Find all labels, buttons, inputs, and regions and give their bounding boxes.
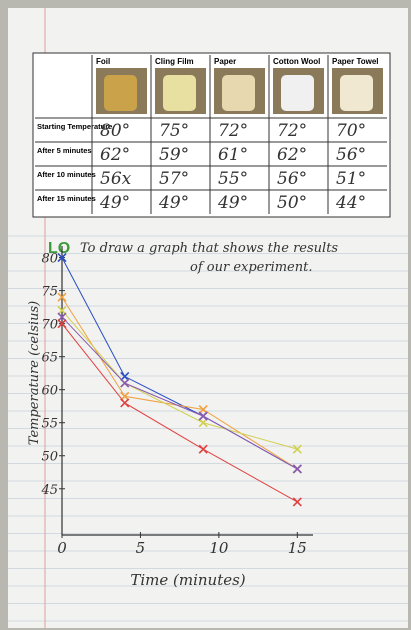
column-header: Paper Towel <box>332 57 379 66</box>
column-header: Cling Film <box>155 57 194 66</box>
y-axis-label: Temperature (celsius) <box>27 301 42 445</box>
x-tick-label: 10 <box>209 539 229 557</box>
table-cell: 49° <box>217 193 248 213</box>
y-tick-label: 80 <box>41 252 58 267</box>
table-cell: 72° <box>218 121 248 141</box>
y-tick-label: 75 <box>41 285 58 300</box>
photo-cup <box>281 75 314 111</box>
column-header: Foil <box>96 57 110 66</box>
photo-cup <box>222 75 255 111</box>
page: Foil Cling Film Paper Cotton Wool Paper Towe… <box>0 0 411 630</box>
table-cell: 59° <box>159 145 189 165</box>
row-label: After 10 minutes <box>37 170 96 179</box>
table-cell: 49° <box>99 193 130 213</box>
x-axis-label: Time (minutes) <box>130 571 245 589</box>
y-tick-label: 50 <box>41 450 58 465</box>
table-cell: 49° <box>158 193 189 213</box>
table-cell: 70° <box>336 121 366 141</box>
row-label: After 15 minutes <box>37 194 96 203</box>
table-cell: 50° <box>277 193 307 213</box>
table-cell: 62° <box>100 145 130 165</box>
x-tick-label: 5 <box>136 539 146 557</box>
photo-cup <box>104 75 137 111</box>
table-cell: 62° <box>277 145 307 165</box>
chart-title: To draw a graph that shows the results <box>80 241 338 256</box>
chart-title: of our experiment. <box>190 260 312 275</box>
x-tick-label: 0 <box>57 539 67 557</box>
y-tick-label: 60 <box>41 384 58 399</box>
y-tick-label: 65 <box>41 351 58 366</box>
table-cell: 72° <box>277 121 307 141</box>
table-cell: 56° <box>336 145 366 165</box>
table-cell: 57° <box>159 169 189 189</box>
column-header: Cotton Wool <box>273 57 320 66</box>
y-tick-label: 70 <box>41 318 58 333</box>
table-cell: 51° <box>336 169 366 189</box>
table-cell: 44° <box>335 193 366 213</box>
table-cell: 56° <box>277 169 307 189</box>
table-cell: 56x <box>100 169 132 189</box>
y-tick-label: 45 <box>40 483 58 498</box>
y-tick-label: 55 <box>41 417 58 432</box>
row-label: After 5 minutes <box>37 146 92 155</box>
table-cell: 80° <box>100 121 130 141</box>
x-tick-label: 15 <box>288 539 307 557</box>
table-cell: 61° <box>218 145 248 165</box>
table-cell: 55° <box>218 169 248 189</box>
column-header: Paper <box>214 57 236 66</box>
table-cell: 75° <box>159 121 189 141</box>
photo-cup <box>163 75 196 111</box>
photo-cup <box>340 75 373 111</box>
